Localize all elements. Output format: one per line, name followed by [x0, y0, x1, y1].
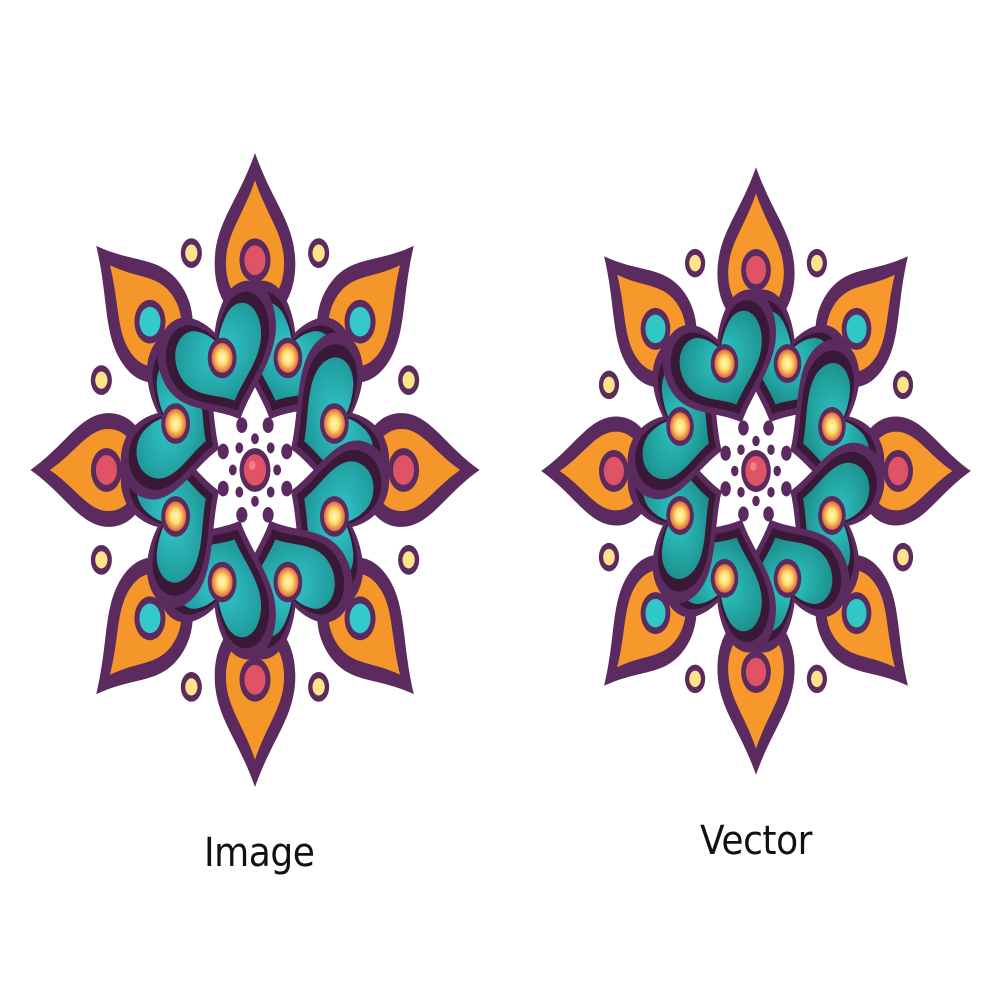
- center-ring-dot: [763, 506, 774, 522]
- accent-dot: [806, 248, 827, 278]
- inner-heart-petal: [157, 280, 276, 420]
- accent-dot: [398, 365, 420, 396]
- accent-dot: [598, 542, 620, 572]
- glow-gem: [165, 501, 187, 532]
- mandala-vector: [541, 167, 971, 775]
- center-ring-dot: [235, 486, 244, 498]
- center-ring-dot: [752, 435, 760, 447]
- glow-gem: [777, 564, 798, 593]
- accent-dot: [806, 664, 827, 694]
- center-ring-dot: [752, 495, 760, 507]
- center-ring-dot: [737, 486, 745, 498]
- center-ring-dot: [738, 420, 749, 436]
- mandala-image-panel: [0, 110, 510, 830]
- accent-dot: [598, 370, 620, 400]
- center-ring-dot: [217, 480, 229, 497]
- glow-gem: [821, 412, 843, 441]
- accent-dot: [180, 672, 202, 702]
- center-ring-dot: [767, 444, 775, 456]
- glow-gem: [777, 349, 798, 378]
- center-ring-dot: [236, 507, 248, 523]
- accent-dot: [308, 672, 330, 702]
- accent-dot: [685, 664, 706, 694]
- glow-gem: [277, 567, 299, 597]
- center-ring-dot: [228, 464, 237, 476]
- mandala-group: [541, 167, 971, 775]
- center-ring-dot: [236, 417, 248, 433]
- center-ring-dot: [266, 486, 275, 498]
- outer-petal: [717, 167, 795, 329]
- accent-dot: [308, 238, 330, 268]
- outer-petal: [717, 613, 795, 775]
- glow-gem: [323, 501, 345, 532]
- glow-gem: [277, 343, 299, 373]
- glow-gem: [211, 567, 233, 597]
- glow-gem: [821, 501, 843, 530]
- outer-petal: [30, 413, 150, 527]
- mandala-vector-panel: [512, 126, 1000, 816]
- outer-petal: [541, 416, 656, 526]
- glow-gem: [714, 349, 735, 378]
- image-caption: Image: [204, 830, 315, 876]
- center-ring-dot: [720, 481, 731, 497]
- glow-gem: [669, 501, 691, 530]
- center-ring-dot: [266, 442, 275, 454]
- center-ring-dot: [273, 464, 282, 476]
- center-ring-dot: [262, 417, 274, 433]
- center-ring-dot: [781, 481, 792, 497]
- center-ring-dot: [281, 480, 293, 497]
- accent-dot: [892, 542, 914, 572]
- center-ring-dot: [781, 445, 792, 461]
- center-ring-dot: [720, 445, 731, 461]
- center-ring-dot: [737, 444, 745, 456]
- accent-dot: [892, 370, 914, 400]
- center-ring-dot: [281, 443, 293, 460]
- outer-petal: [214, 153, 296, 322]
- center-ring-dot: [738, 506, 749, 522]
- glow-gem: [323, 408, 345, 439]
- accent-dot: [180, 238, 202, 268]
- center-ring-dot: [767, 486, 775, 498]
- center-ring-dot: [731, 465, 739, 477]
- glow-gem: [714, 564, 735, 593]
- mandala-group: [30, 153, 480, 787]
- inner-heart-petal: [662, 289, 776, 423]
- center-ring-dot: [235, 442, 244, 454]
- center-ring-dot: [262, 507, 274, 523]
- glow-gem: [165, 408, 187, 439]
- mandala-image: [30, 153, 480, 787]
- accent-dot: [90, 365, 112, 396]
- center-ring-dot: [251, 433, 259, 445]
- glow-gem: [211, 343, 233, 373]
- vector-caption: Vector: [700, 818, 813, 864]
- center-ring-dot: [217, 443, 229, 460]
- center-ring-dot: [773, 465, 781, 477]
- outer-petal: [214, 618, 296, 787]
- center-ring-dot: [763, 420, 774, 436]
- accent-dot: [398, 544, 420, 575]
- center-ring-dot: [251, 495, 259, 507]
- outer-petal: [360, 413, 480, 527]
- accent-dot: [90, 544, 112, 575]
- accent-dot: [685, 248, 706, 278]
- outer-petal: [856, 416, 971, 526]
- glow-gem: [669, 412, 691, 441]
